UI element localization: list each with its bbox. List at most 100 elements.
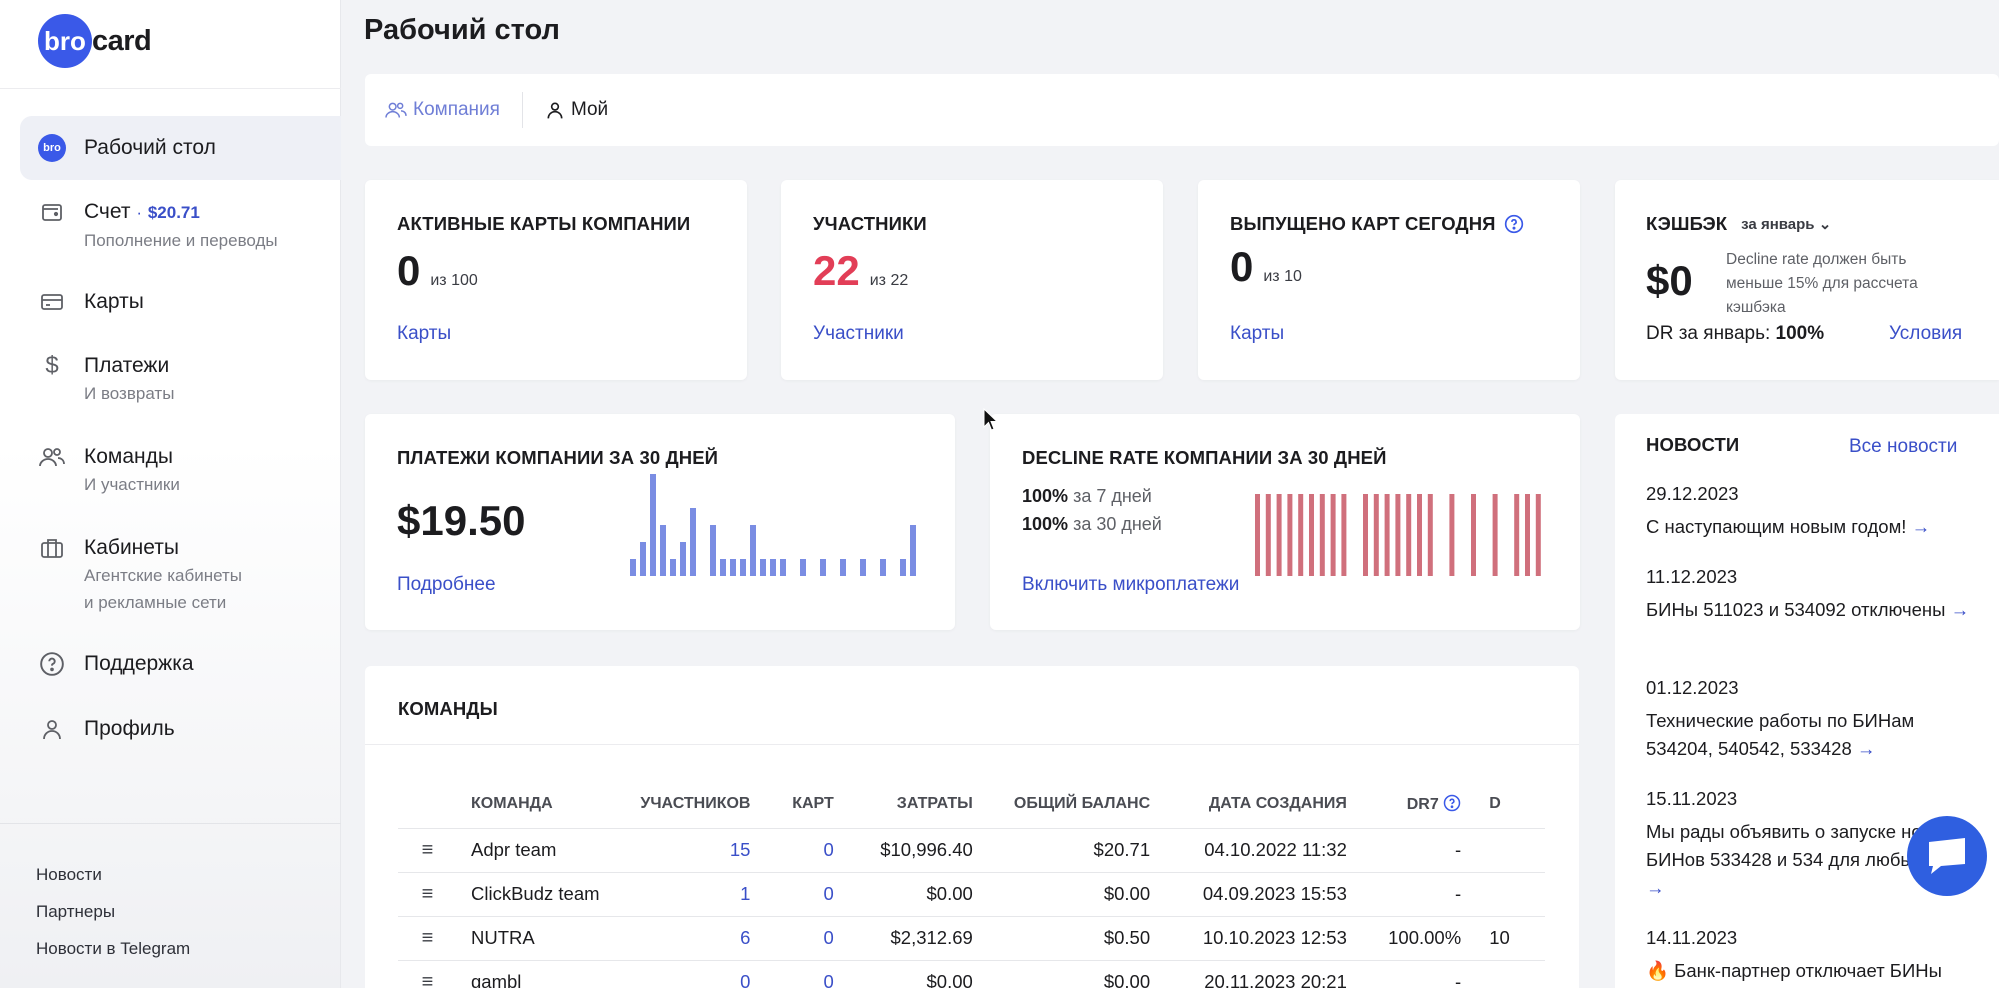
news-item[interactable]: 15.11.2023 Мы рады объявить о запуске но… (1646, 785, 1986, 902)
tab-company[interactable]: Компания (365, 92, 523, 128)
chat-button[interactable] (1907, 816, 1987, 896)
chart-bar (1525, 494, 1530, 576)
chart-bar (1287, 494, 1293, 576)
team-cards[interactable]: 0 (764, 959, 848, 988)
team-members[interactable]: 6 (626, 915, 765, 960)
col-members[interactable]: УЧАСТНИКОВ (640, 794, 751, 812)
sidebar-item-label: Профиль (84, 717, 175, 740)
news-date: 15.11.2023 (1646, 788, 1738, 809)
col-spend[interactable]: ЗАТРАТЫ (896, 794, 973, 812)
drag-handle-icon[interactable]: ≡ (421, 882, 434, 905)
col-team[interactable]: КОМАНДА (471, 794, 553, 812)
dr-value: 100% (1775, 323, 1825, 344)
team-spend: $10,996.40 (847, 827, 987, 872)
members-link[interactable]: Участники (813, 323, 904, 344)
card-title: ПЛАТЕЖИ КОМПАНИИ ЗА 30 ДНЕЙ (397, 447, 719, 468)
col-d[interactable]: D (1489, 794, 1501, 812)
logo[interactable]: bro card (38, 13, 152, 69)
table-row[interactable]: ≡ gambl 0 0 $0.00 $0.00 20.11.2023 20:21- (398, 959, 1545, 988)
help-icon[interactable] (1504, 214, 1524, 234)
team-balance: $0.50 (986, 915, 1165, 960)
team-created: 20.11.2023 20:21 (1164, 959, 1361, 988)
drag-handle-icon[interactable]: ≡ (421, 970, 434, 988)
link-news[interactable]: Новости (36, 865, 102, 884)
team-members[interactable]: 0 (626, 959, 765, 988)
link-telegram-news[interactable]: Новости в Telegram (36, 939, 191, 958)
col-created[interactable]: ДАТА СОЗДАНИЯ (1208, 794, 1347, 812)
chart-bar (740, 559, 746, 576)
sidebar-item-support[interactable]: Поддержка (20, 650, 341, 678)
card-icon (38, 288, 66, 316)
decline-bar-chart (1255, 494, 1541, 576)
chart-bar (1265, 494, 1271, 576)
chart-bar (1395, 494, 1401, 576)
team-name: ClickBudz team (457, 871, 627, 916)
card-title: КОМАНДЫ (398, 698, 498, 719)
news-item[interactable]: 14.11.2023 🔥 Банк-партнер отключает БИНы (1646, 924, 1986, 985)
members-value: 22 (813, 247, 860, 294)
team-d (1475, 959, 1545, 988)
chart-bar (690, 508, 696, 576)
cards-link[interactable]: Карты (397, 323, 452, 344)
news-item[interactable]: 01.12.2023 Технические работы по БИНам 5… (1646, 674, 1986, 763)
mouse-cursor (983, 408, 999, 431)
table-row[interactable]: ≡ ClickBudz team 1 0 $0.00 $0.00 04.09.2023 15… (398, 871, 1545, 916)
chart-bar (630, 559, 636, 576)
col-dr7[interactable]: DR7 (1361, 780, 1475, 828)
drag-handle-icon[interactable]: ≡ (421, 926, 434, 949)
sidebar-item-profile[interactable]: Профиль (20, 715, 341, 743)
team-name: Adpr team (457, 827, 627, 872)
logo-badge: bro (38, 14, 92, 68)
enable-micropayments-link[interactable]: Включить микроплатежи (1022, 574, 1240, 595)
terms-link[interactable]: Условия (1889, 323, 1963, 344)
team-name: gambl (457, 959, 627, 988)
sidebar: bro card bro Рабочий стол Счет · $20.71 … (0, 0, 341, 988)
sidebar-item-dashboard[interactable]: bro Рабочий стол (20, 116, 341, 180)
news-text: БИНы 511023 и 534092 отключены (1646, 599, 1946, 620)
sidebar-item-cards[interactable]: Карты (20, 288, 341, 316)
logo-text: card (92, 24, 152, 57)
team-d (1475, 871, 1545, 916)
team-cards[interactable]: 0 (764, 871, 848, 916)
chart-bar (1319, 494, 1325, 576)
chart-bar (640, 542, 646, 576)
team-cards[interactable]: 0 (764, 915, 848, 960)
link-partners[interactable]: Партнеры (36, 902, 116, 921)
team-cards[interactable]: 0 (764, 827, 848, 872)
chart-bar (1298, 494, 1304, 576)
details-link[interactable]: Подробнее (397, 574, 496, 595)
cards-link[interactable]: Карты (1230, 323, 1285, 344)
bro-badge-icon: bro (38, 134, 66, 162)
issued-today-limit: из 10 (1263, 268, 1302, 285)
drag-handle-icon[interactable]: ≡ (421, 838, 434, 861)
col-cards[interactable]: КАРТ (792, 794, 834, 812)
sidebar-item-payments[interactable]: $ Платежи И возвраты (20, 352, 341, 407)
sidebar-item-sub: и рекламные сети (84, 593, 227, 612)
table-header-row: КОМАНДА УЧАСТНИКОВ КАРТ ЗАТРАТЫ ОБЩИЙ БА… (398, 780, 1545, 828)
table-row[interactable]: ≡ Adpr team 15 0 $10,996.40 $20.71 04.10.2022 … (398, 827, 1545, 872)
col-balance[interactable]: ОБЩИЙ БАЛАНС (1013, 794, 1151, 812)
news-date: 14.11.2023 (1646, 927, 1738, 948)
sidebar-item-teams[interactable]: Команды И участники (20, 443, 341, 498)
team-members[interactable]: 15 (626, 827, 765, 872)
col-dr7-label: DR7 (1406, 795, 1439, 813)
tab-mine[interactable]: Мой (523, 92, 630, 128)
team-dr7: - (1360, 959, 1476, 988)
period-select[interactable]: за январь ⌄ (1741, 215, 1831, 233)
help-icon[interactable] (1443, 794, 1461, 812)
dollar-icon: $ (45, 352, 59, 379)
table-row[interactable]: ≡ NUTRA 6 0 $2,312.69 $0.50 10.10.2023 12:53 10… (398, 915, 1545, 960)
issued-today-card: ВЫПУЩЕНО КАРТ СЕГОДНЯ 0 из 10 Карты (1198, 180, 1580, 380)
all-news-link[interactable]: Все новости (1849, 436, 1958, 457)
news-text: С наступающим новым годом! (1646, 516, 1907, 537)
chart-bar (1384, 494, 1390, 576)
sidebar-item-account[interactable]: Счет · $20.71 Пополнение и переводы (20, 198, 341, 254)
divider (0, 823, 341, 824)
chart-bar (1406, 494, 1412, 576)
sidebar-item-cabinets[interactable]: Кабинеты Агентские кабинеты и рекламные … (20, 534, 341, 616)
user-icon (38, 715, 66, 743)
news-item[interactable]: 11.12.2023 БИНы 511023 и 534092 отключен… (1646, 563, 1986, 624)
team-members[interactable]: 1 (626, 871, 765, 916)
news-item[interactable]: 29.12.2023 С наступающим новым годом! → (1646, 480, 1986, 541)
tab-label: Мой (570, 99, 609, 120)
